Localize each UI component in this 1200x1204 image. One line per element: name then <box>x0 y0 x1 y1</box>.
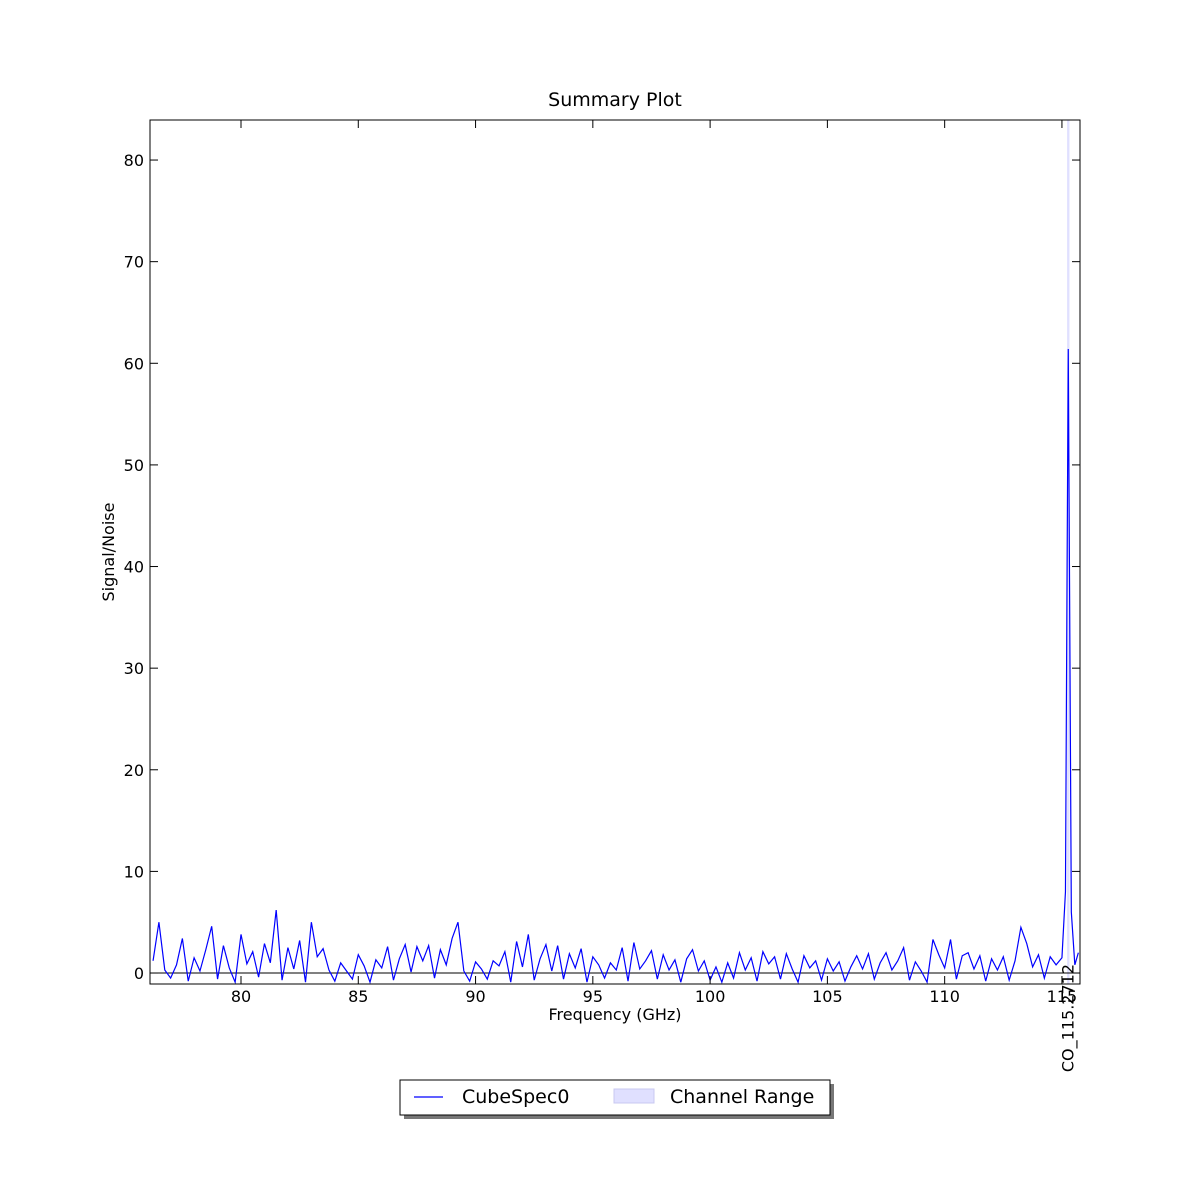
y-tick-label: 10 <box>124 862 144 881</box>
x-tick-label: 80 <box>231 987 251 1006</box>
x-tick-label: 115 <box>1047 987 1078 1006</box>
channel-range <box>1067 120 1070 984</box>
y-axis-label: Signal/Noise <box>99 503 118 602</box>
y-tick-label: 20 <box>124 761 144 780</box>
x-tick-label: 100 <box>695 987 726 1006</box>
chart-title: Summary Plot <box>548 89 682 111</box>
legend-label: CubeSpec0 <box>462 1086 569 1108</box>
axes: 80 85 90 95 100 105 110 115 0 10 20 30 40 50 60 70 80 CO_… <box>124 120 1080 1072</box>
x-axis-label: Frequency (GHz) <box>548 1005 681 1024</box>
legend: CubeSpec0 Channel Range <box>399 1079 834 1119</box>
spectrum-line <box>152 349 1079 984</box>
x-tick-label: 90 <box>465 987 485 1006</box>
legend-label: Channel Range <box>670 1086 814 1108</box>
y-tick-label: 30 <box>124 659 144 678</box>
legend-swatch <box>613 1088 655 1104</box>
line-annotation: CO_115.2712 <box>1058 964 1078 1072</box>
y-tick-label: 80 <box>124 151 144 170</box>
y-tick-label: 0 <box>134 964 144 983</box>
y-tick-label: 60 <box>124 354 144 373</box>
x-tick-label: 95 <box>583 987 603 1006</box>
plot-area <box>150 120 1080 984</box>
plot-frame <box>149 119 1081 985</box>
x-tick-label: 85 <box>348 987 368 1006</box>
y-tick-label: 70 <box>124 253 144 272</box>
y-tick-label: 50 <box>124 456 144 475</box>
x-tick-label: 110 <box>929 987 960 1006</box>
x-tick-label: 105 <box>812 987 843 1006</box>
y-tick-label: 40 <box>124 558 144 577</box>
